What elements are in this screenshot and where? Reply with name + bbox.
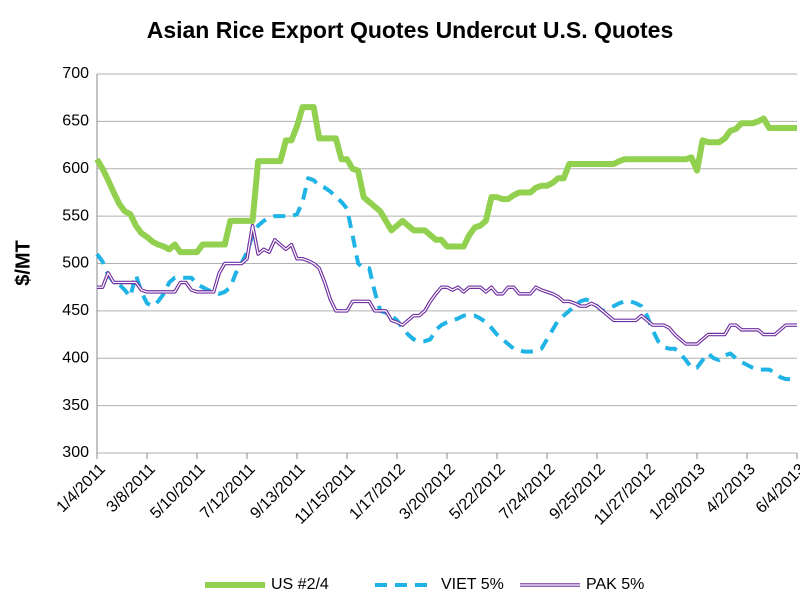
series-line: [94, 104, 797, 256]
x-tick-label: 6/4/2013: [753, 461, 800, 517]
y-tick-label: 350: [62, 397, 89, 414]
y-tick-label: 450: [62, 302, 89, 319]
legend-label: VIET 5%: [441, 576, 504, 593]
legend-label: PAK 5%: [586, 576, 644, 593]
chart-title: Asian Rice Export Quotes Undercut U.S. Q…: [147, 17, 674, 43]
y-tick-label: 500: [62, 255, 89, 272]
legend-label: US #2/4: [271, 576, 329, 593]
y-tick-label: 650: [62, 113, 89, 130]
y-tick-label: 700: [62, 65, 89, 82]
y-tick-label: 300: [62, 444, 89, 461]
series-line-inner: [97, 225, 797, 345]
y-tick-label: 400: [62, 349, 89, 366]
y-tick-label: 550: [62, 207, 89, 224]
series-line: [95, 176, 797, 382]
x-tick-label: 1/4/2011: [54, 461, 109, 516]
y-tick-label: 600: [62, 160, 89, 177]
x-tick-label: 4/2/2013: [703, 461, 759, 517]
y-axis-label: $/MT: [12, 240, 34, 286]
